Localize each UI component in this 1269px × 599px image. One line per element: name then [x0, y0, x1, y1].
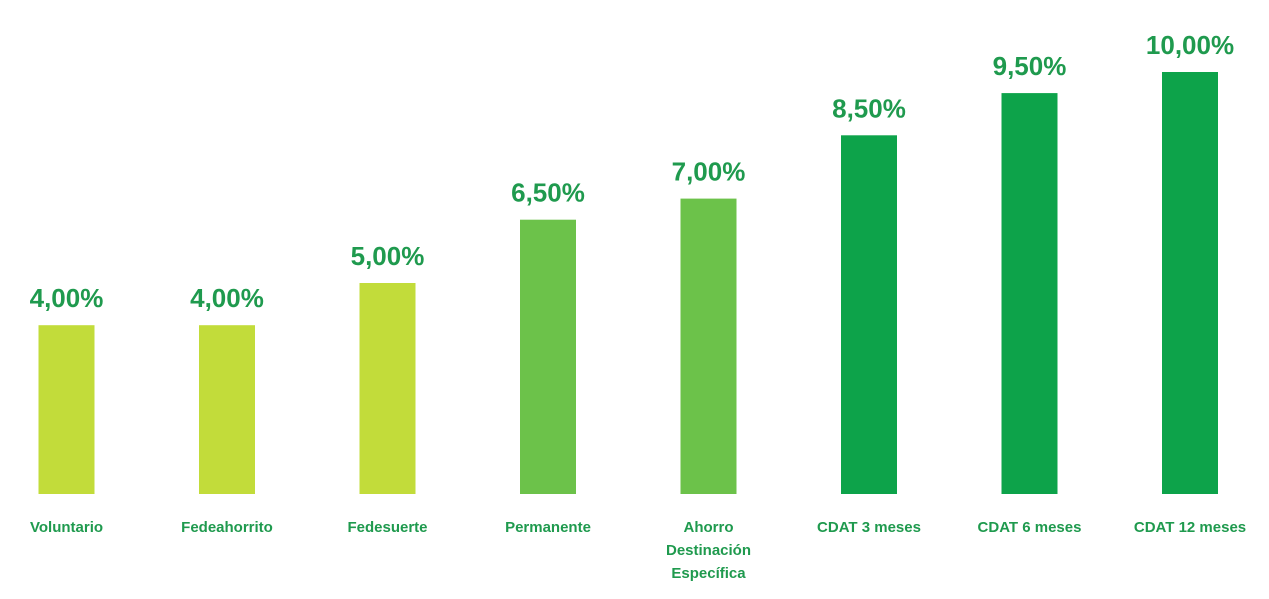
category-label: CDAT 6 meses — [978, 519, 1082, 536]
data-label: 5,00% — [351, 241, 425, 271]
category-label-line: CDAT 3 meses — [817, 519, 921, 536]
bar — [38, 325, 95, 494]
category-label-line: Fedeahorrito — [181, 519, 273, 536]
bar — [680, 198, 737, 494]
bar — [520, 219, 576, 494]
category-label-line: Ahorro — [684, 519, 734, 536]
category-label-line: Fedesuerte — [347, 519, 427, 536]
data-label: 10,00% — [1146, 30, 1234, 60]
category-label: Fedesuerte — [347, 519, 427, 536]
bar — [841, 135, 897, 495]
data-label: 8,50% — [832, 93, 906, 123]
category-label-line: CDAT 12 meses — [1134, 519, 1246, 536]
data-label: 9,50% — [993, 51, 1067, 81]
category-label-line: Voluntario — [30, 519, 103, 536]
bar — [1162, 72, 1218, 494]
category-label: Fedeahorrito — [181, 519, 273, 536]
data-label: 4,00% — [190, 283, 264, 313]
category-label-line: Específica — [671, 565, 746, 582]
category-label-line: Destinación — [666, 542, 751, 559]
data-label: 7,00% — [672, 157, 746, 187]
category-label: Voluntario — [30, 519, 103, 536]
category-label: Permanente — [505, 519, 591, 536]
category-label: CDAT 12 meses — [1134, 519, 1246, 536]
bar — [359, 283, 416, 494]
category-label: Ahorro Destinación Específica — [666, 519, 751, 582]
category-label: CDAT 3 meses — [817, 519, 921, 536]
data-label: 6,50% — [511, 178, 585, 208]
category-label-line: CDAT 6 meses — [978, 519, 1082, 536]
bar — [199, 325, 255, 494]
bar — [1001, 93, 1058, 494]
category-label-line: Permanente — [505, 519, 591, 536]
data-label: 4,00% — [30, 283, 104, 313]
